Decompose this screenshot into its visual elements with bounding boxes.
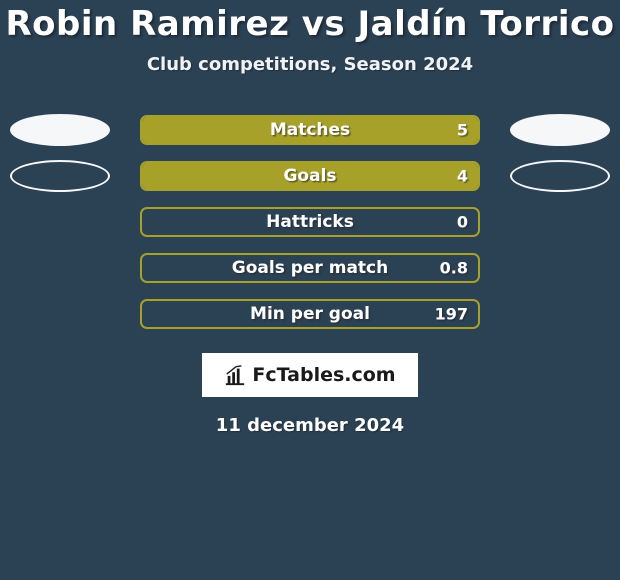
stat-value: 4 [457, 167, 468, 186]
stat-bar: Goals per match 0.8 [140, 253, 480, 283]
stat-row: Min per goal 197 [0, 291, 620, 337]
source-badge-text: FcTables.com [252, 364, 395, 386]
stat-label: Goals per match [232, 258, 388, 278]
stats-container: Matches 5 Goals 4 Hattricks 0 Goals per match 0… [0, 107, 620, 337]
stat-bar: Hattricks 0 [140, 207, 480, 237]
stat-label: Hattricks [266, 212, 354, 232]
bar-chart-icon [224, 364, 246, 386]
stat-row: Goals per match 0.8 [0, 245, 620, 291]
stat-bar: Goals 4 [140, 161, 480, 191]
stat-bar: Min per goal 197 [140, 299, 480, 329]
player2-indicator [510, 114, 610, 146]
comparison-title: Robin Ramirez vs Jaldín Torrico [0, 4, 620, 44]
player2-indicator [510, 160, 610, 192]
snapshot-date: 11 december 2024 [0, 415, 620, 436]
stat-value: 0.8 [440, 259, 468, 278]
stat-label: Matches [270, 120, 350, 140]
stat-label: Min per goal [250, 304, 370, 324]
player1-indicator [10, 114, 110, 146]
source-badge: FcTables.com [202, 353, 418, 397]
stat-bar: Matches 5 [140, 115, 480, 145]
stat-value: 197 [435, 305, 468, 324]
comparison-subtitle: Club competitions, Season 2024 [0, 54, 620, 75]
stat-label: Goals [283, 166, 336, 186]
stat-row: Goals 4 [0, 153, 620, 199]
stat-row: Matches 5 [0, 107, 620, 153]
player1-indicator [10, 160, 110, 192]
stat-row: Hattricks 0 [0, 199, 620, 245]
stat-value: 0 [457, 213, 468, 232]
stat-value: 5 [457, 121, 468, 140]
